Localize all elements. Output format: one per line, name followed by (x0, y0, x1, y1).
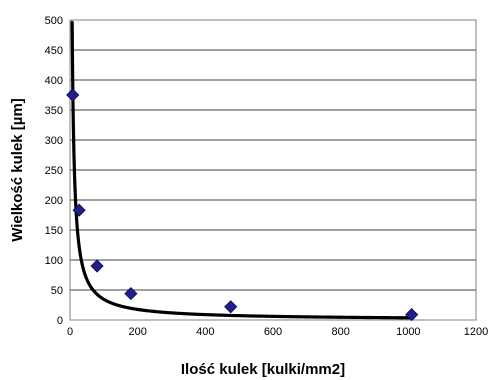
data-point (405, 308, 419, 322)
data-point (72, 203, 86, 217)
data-point (124, 287, 138, 301)
y-tick-label: 450 (45, 45, 63, 57)
y-tick-label: 150 (45, 225, 63, 237)
x-tick-label: 200 (128, 326, 146, 338)
x-axis-ticks: 0 200 400 600 800 1000 1200 (67, 326, 488, 338)
x-tick-label: 0 (67, 326, 73, 338)
x-tick-label: 800 (331, 326, 349, 338)
y-tick-label: 250 (45, 165, 63, 177)
x-axis-label: Ilość kulek [kulki/mm2] (181, 361, 345, 378)
y-axis-ticks: 0 50 100 150 200 250 300 350 400 450 500 (45, 15, 63, 327)
x-tick-label: 1000 (396, 326, 420, 338)
y-tick-label: 400 (45, 75, 63, 87)
data-points (66, 88, 419, 322)
trend-line (70, 20, 414, 320)
data-point (224, 300, 238, 314)
y-tick-label: 300 (45, 135, 63, 147)
y-tick-label: 0 (57, 315, 63, 327)
y-tick-label: 350 (45, 105, 63, 117)
x-tick-label: 400 (196, 326, 214, 338)
y-tick-label: 200 (45, 195, 63, 207)
data-point (90, 259, 104, 273)
y-tick-label: 50 (51, 285, 63, 297)
y-axis-label: Wielkość kulek [µm] (9, 98, 26, 242)
plot-area-frame (69, 19, 477, 321)
x-tick-label: 600 (264, 326, 282, 338)
y-tick-label: 100 (45, 255, 63, 267)
grid-lines (70, 49, 476, 291)
x-tick-label: 1200 (464, 326, 488, 338)
data-point (66, 88, 80, 102)
y-tick-label: 500 (45, 15, 63, 27)
